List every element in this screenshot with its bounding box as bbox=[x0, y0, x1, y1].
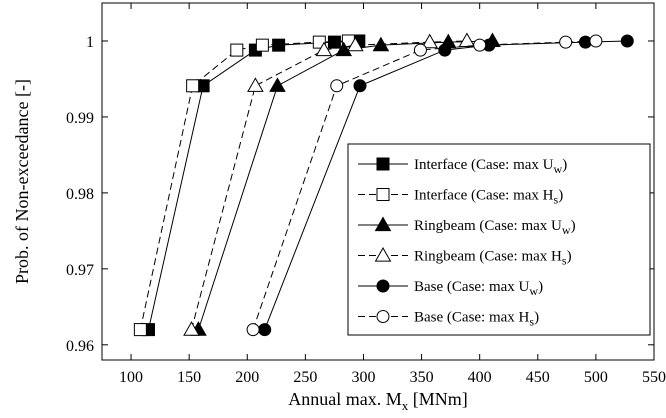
legend-marker bbox=[376, 279, 390, 293]
legend-label: Base (Case: max Uw) bbox=[414, 279, 543, 298]
y-tick-label: 0.97 bbox=[66, 262, 94, 279]
data-point bbox=[272, 38, 286, 52]
legend-item: Base (Case: max Hs) bbox=[358, 310, 539, 329]
x-tick-label: 550 bbox=[642, 369, 666, 386]
data-point bbox=[186, 79, 200, 93]
data-point bbox=[330, 79, 344, 93]
data-point bbox=[315, 41, 333, 57]
legend-label: Ringbeam (Case: max Uw) bbox=[414, 218, 576, 237]
data-point bbox=[230, 43, 244, 57]
x-tick-label: 400 bbox=[468, 369, 492, 386]
series-layer bbox=[133, 32, 634, 337]
y-axis-label: Prob. of Non-exceedance [-] bbox=[12, 79, 32, 284]
legend-item: Base (Case: max Uw) bbox=[358, 279, 543, 298]
legend-item: Ringbeam (Case: max Uw) bbox=[358, 216, 576, 237]
data-point bbox=[559, 35, 573, 49]
x-tick-label: 200 bbox=[235, 369, 259, 386]
series-2 bbox=[133, 34, 355, 337]
x-axis-label-main: Annual max. M bbox=[288, 389, 401, 409]
legend-item: Ringbeam (Case: max Hs) bbox=[358, 247, 572, 268]
legend-label: Interface (Case: max Uw) bbox=[414, 157, 567, 176]
data-point bbox=[353, 79, 367, 93]
data-point bbox=[421, 33, 439, 49]
data-point bbox=[473, 38, 487, 52]
data-point bbox=[335, 41, 353, 57]
y-tick-label: 0.96 bbox=[66, 338, 94, 355]
x-tick-label: 150 bbox=[177, 369, 201, 386]
legend-item: Interface (Case: max Uw) bbox=[358, 157, 567, 176]
legend-marker bbox=[374, 216, 392, 232]
legend-marker bbox=[376, 310, 390, 323]
data-point bbox=[589, 34, 603, 48]
series-line bbox=[197, 40, 493, 330]
x-tick-label: 300 bbox=[351, 369, 375, 386]
legend-marker bbox=[374, 247, 392, 262]
x-tick-label: 450 bbox=[526, 369, 550, 386]
legend: Interface (Case: max Uw) Interface (Case:… bbox=[347, 143, 651, 336]
plot-frame bbox=[101, 2, 655, 361]
ticks-layer: 100 150 200 250 300 350 400 450 500 550 0.96 0.97 0.… bbox=[66, 3, 666, 386]
x-tick-label: 500 bbox=[584, 369, 608, 386]
y-tick-label: 0.99 bbox=[66, 110, 94, 127]
data-point bbox=[255, 38, 269, 52]
data-point bbox=[246, 323, 260, 337]
data-point bbox=[438, 43, 452, 57]
legend-label: Ringbeam (Case: max Hs) bbox=[414, 249, 572, 268]
data-point bbox=[269, 77, 286, 92]
data-point bbox=[133, 323, 147, 337]
legend-box bbox=[347, 143, 651, 336]
data-point bbox=[458, 32, 476, 48]
data-point bbox=[620, 34, 634, 48]
data-point bbox=[347, 36, 364, 52]
x-tick-label: 350 bbox=[410, 369, 434, 386]
legend-item: Interface (Case: max Hs) bbox=[358, 188, 563, 207]
series-line bbox=[139, 40, 349, 330]
legend-label: Base (Case: max Hs) bbox=[414, 310, 539, 329]
x-tick-label: 250 bbox=[293, 369, 317, 386]
series-6 bbox=[246, 34, 603, 337]
data-point bbox=[258, 323, 272, 337]
legend-label: Interface (Case: max Hs) bbox=[414, 188, 563, 207]
x-tick-label: 100 bbox=[119, 369, 143, 386]
series-1 bbox=[141, 34, 366, 337]
data-point bbox=[413, 43, 427, 57]
series-line bbox=[190, 40, 467, 330]
data-point bbox=[183, 321, 200, 336]
x-axis-label: Annual max. Mx [MNm] bbox=[288, 389, 467, 413]
series-4 bbox=[183, 32, 476, 336]
x-axis-label-unit: [MNm] bbox=[408, 389, 468, 409]
legend-marker bbox=[376, 188, 390, 201]
data-point bbox=[247, 77, 264, 92]
y-tick-label: 0.98 bbox=[66, 186, 94, 203]
x-axis-label-sub: x bbox=[402, 398, 409, 413]
legend-marker bbox=[376, 157, 390, 171]
y-tick-label: 1 bbox=[86, 34, 94, 51]
